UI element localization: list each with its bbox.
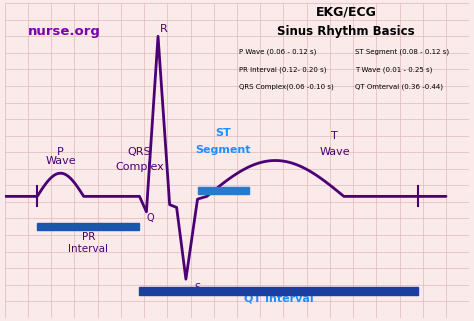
Bar <box>139 287 418 295</box>
Text: Wave: Wave <box>319 147 350 157</box>
Text: QT Omterval (0.36 -0.44): QT Omterval (0.36 -0.44) <box>356 84 444 90</box>
Text: QRS: QRS <box>128 147 151 157</box>
Text: T: T <box>331 131 338 141</box>
Text: S: S <box>194 283 201 293</box>
Text: PR: PR <box>82 232 95 242</box>
Text: nurse.org: nurse.org <box>28 25 101 38</box>
Bar <box>37 223 139 230</box>
Text: QT Interval: QT Interval <box>244 294 314 304</box>
Text: ST: ST <box>215 128 231 138</box>
Text: P Wave (0.06 - 0.12 s): P Wave (0.06 - 0.12 s) <box>239 48 317 55</box>
Text: PR Interval (0.12- 0.20 s): PR Interval (0.12- 0.20 s) <box>239 66 327 73</box>
Text: EKG/ECG: EKG/ECG <box>316 6 377 19</box>
Text: QRS Complex(0.06 -0.10 s): QRS Complex(0.06 -0.10 s) <box>239 84 334 90</box>
Text: Sinus Rhythm Basics: Sinus Rhythm Basics <box>277 25 415 38</box>
Text: Q: Q <box>146 213 154 223</box>
Text: T Wave (0.01 - 0.25 s): T Wave (0.01 - 0.25 s) <box>356 66 433 73</box>
Text: R: R <box>159 23 167 34</box>
Bar <box>198 187 248 195</box>
Text: Segment: Segment <box>195 145 251 155</box>
Text: P: P <box>57 147 64 157</box>
Text: ST Segment (0.08 - 0.12 s): ST Segment (0.08 - 0.12 s) <box>356 48 449 55</box>
Text: Interval: Interval <box>68 244 109 254</box>
Text: Wave: Wave <box>45 156 76 166</box>
Text: Complex: Complex <box>115 161 164 171</box>
